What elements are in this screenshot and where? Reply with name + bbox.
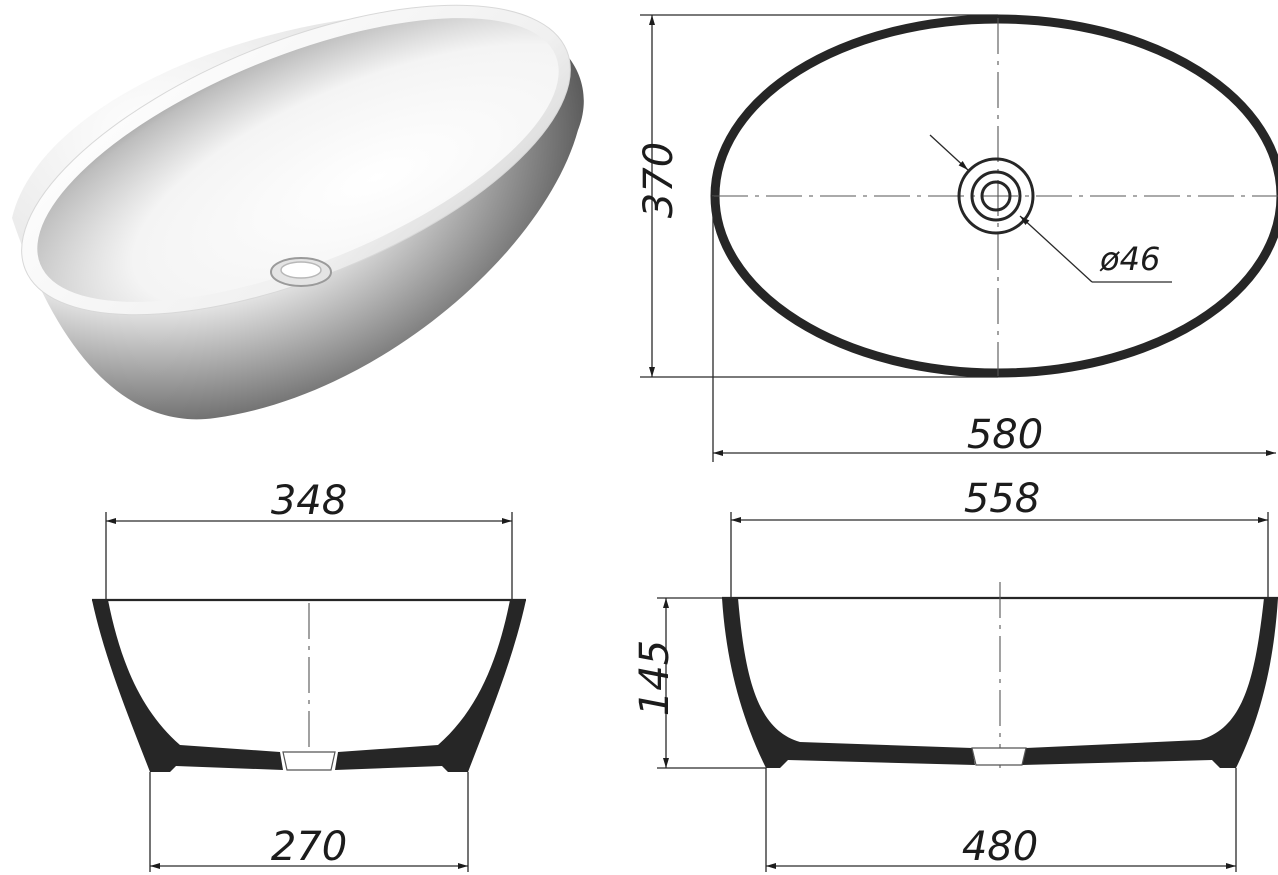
drain-diameter-leader-upper <box>929 134 969 171</box>
front-section-wall-left <box>92 600 283 772</box>
dimension-label-270: 270 <box>271 824 347 870</box>
drain-inner-ring <box>980 180 1012 212</box>
basin-drain-hole <box>280 261 322 279</box>
side-section-wall-right <box>1022 598 1278 768</box>
side-section-wall-left <box>722 598 975 768</box>
dimension-label-145: 145 <box>632 640 678 716</box>
side-section-drain <box>971 747 1027 766</box>
front-section-wall-right <box>335 600 526 772</box>
drain-diameter-label: ø46 <box>1099 240 1160 278</box>
basin-3d-render <box>12 4 584 420</box>
drain-diameter-leader-lower <box>1019 215 1093 283</box>
drain-outer-ring <box>957 157 1035 235</box>
dimension-label-580: 580 <box>967 412 1043 458</box>
drain-middle-ring <box>970 170 1022 222</box>
front-section-view: 348 270 <box>92 478 526 872</box>
side-section-view: 558 145 480 <box>632 476 1278 872</box>
front-section-drain <box>282 751 336 771</box>
dimension-label-370: 370 <box>636 142 682 218</box>
dimension-label-348: 348 <box>271 478 347 524</box>
dimension-label-480: 480 <box>962 824 1038 870</box>
top-view: ø46 370 580 <box>636 14 1278 462</box>
basin-inner-bowl <box>37 18 559 302</box>
dimension-label-558: 558 <box>964 476 1040 522</box>
